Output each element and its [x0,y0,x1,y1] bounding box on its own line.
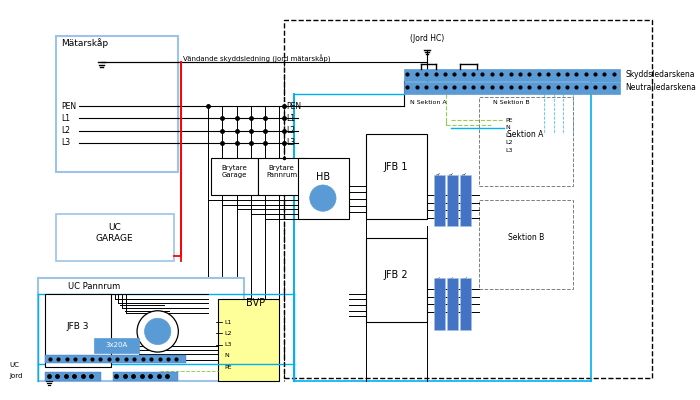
Text: PE: PE [224,364,232,370]
Bar [460,278,471,330]
Bar [45,294,111,367]
Text: Sektion A: Sektion A [508,130,544,139]
Bar [211,158,258,195]
Bar [447,175,458,226]
Bar [218,298,279,381]
Bar [366,238,427,322]
Text: Sektion B: Sektion B [508,233,544,242]
Text: 16A: 16A [437,275,442,284]
Text: 20A: 20A [450,172,455,181]
Bar [298,158,349,219]
Text: L3: L3 [224,342,232,347]
Text: (Jord HC): (Jord HC) [410,34,444,43]
Text: 16A: 16A [450,275,455,284]
Text: L3: L3 [505,148,512,153]
Text: UC
GARAGE: UC GARAGE [96,223,133,242]
Text: BVP: BVP [246,298,265,308]
Text: PEN: PEN [286,102,302,111]
Bar [479,200,573,289]
Text: N: N [505,125,510,130]
Bar [366,134,427,219]
Bar [94,338,139,353]
Text: N Sektion A: N Sektion A [410,100,447,104]
Text: 20A: 20A [463,172,468,181]
Text: Neutralledarskena: Neutralledarskena [625,83,696,92]
Text: L1: L1 [286,114,295,123]
Text: Skyddsledarskena: Skyddsledarskena [625,70,694,79]
Circle shape [137,311,178,352]
Text: UC Pannrum: UC Pannrum [68,282,120,291]
Text: Vändande skyddsledning (jord mätarskåp): Vändande skyddsledning (jord mätarskåp) [183,55,330,63]
Text: 3x20A: 3x20A [105,342,127,348]
Bar [434,175,445,226]
Text: L1: L1 [61,114,70,123]
Bar [45,355,186,363]
Text: Brytare
Pannrum: Brytare Pannrum [266,165,298,178]
Circle shape [145,318,171,344]
Text: PEN: PEN [61,102,76,111]
Circle shape [310,185,336,211]
Bar [447,278,458,330]
Text: L3: L3 [286,138,295,147]
Text: Brytare
Garage: Brytare Garage [222,165,248,178]
Text: 20A: 20A [437,172,442,181]
Text: L1: L1 [505,133,512,138]
Bar [45,372,102,381]
Text: HB: HB [316,172,330,182]
Text: L2: L2 [224,331,232,336]
Bar [479,97,573,186]
Bar [460,175,471,226]
Bar [113,372,178,381]
Text: 16A: 16A [463,275,468,284]
Text: L1: L1 [224,320,232,324]
Text: L2: L2 [61,126,70,135]
Text: L2: L2 [286,126,295,135]
Text: Jord: Jord [9,372,23,378]
Text: JFB 3: JFB 3 [66,322,89,331]
Bar [38,278,244,381]
Text: N Sektion B: N Sektion B [494,100,530,104]
Text: N: N [224,353,229,358]
Text: JFB 1: JFB 1 [384,162,408,172]
Bar [56,36,178,172]
Bar [404,68,620,81]
Text: UC: UC [9,362,20,368]
Bar [258,158,305,195]
Text: L2: L2 [505,140,512,145]
Text: L3: L3 [61,138,70,147]
Bar [284,20,652,378]
Text: PE: PE [505,118,512,123]
Bar [56,214,174,261]
Bar [404,82,620,94]
Bar [434,278,445,330]
Text: JFB 2: JFB 2 [384,270,408,280]
Text: Mätarskåp: Mätarskåp [61,38,108,48]
